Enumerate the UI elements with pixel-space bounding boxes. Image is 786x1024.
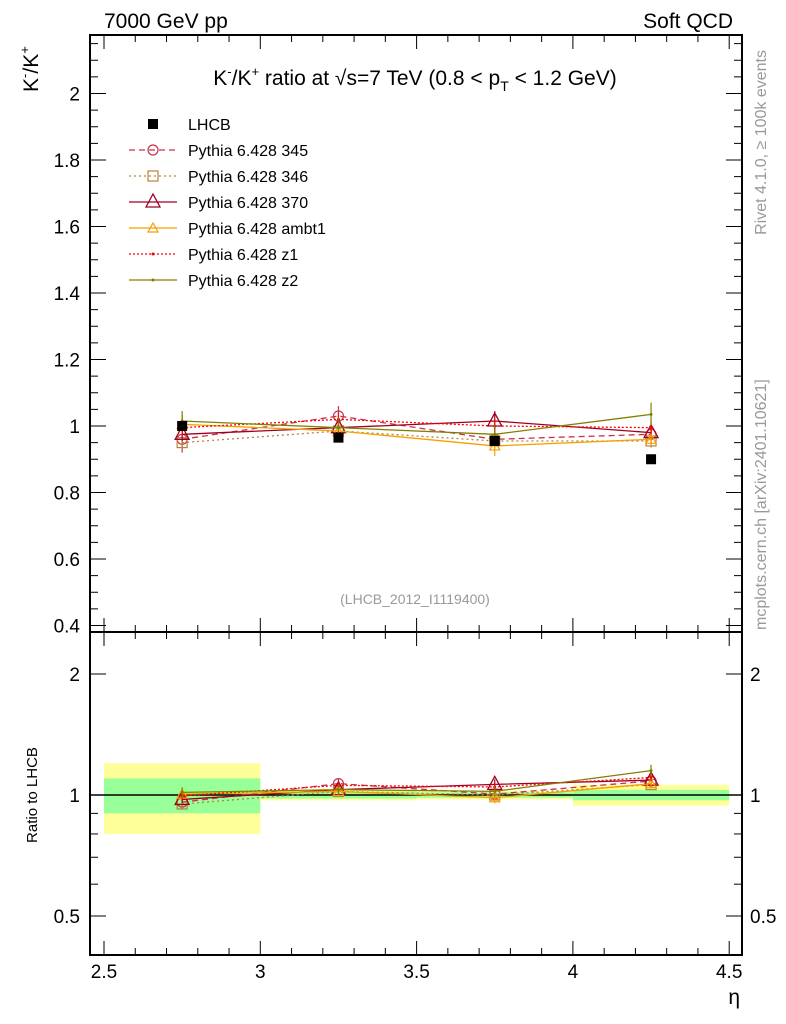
legend-item: Pythia 6.428 z1 <box>129 247 298 264</box>
legend-item: LHCB <box>148 117 231 134</box>
x-tick-label: 2.5 <box>91 962 117 983</box>
lhcb-data-point <box>177 421 188 431</box>
data-point <box>174 424 191 440</box>
y-tick-label: 1.4 <box>54 284 81 305</box>
ratio-tick-label-right: 2 <box>750 665 761 686</box>
y-axis-label: K-/K+ <box>17 46 43 92</box>
series-0 <box>176 406 657 810</box>
data-point <box>649 426 653 430</box>
y-tick-label: 1.8 <box>54 151 80 172</box>
x-tick-label: 4 <box>568 962 579 983</box>
x-axis-label: η <box>728 986 740 1009</box>
x-tick-label: 3 <box>255 962 266 983</box>
legend-item: Pythia 6.428 346 <box>129 169 308 186</box>
rivet-label: Rivet 4.1.0, ≥ 100k events <box>753 50 770 235</box>
x-tick-label: 3.5 <box>403 962 429 983</box>
y-tick-label: 0.8 <box>54 484 80 505</box>
y-tick-label: 1.6 <box>54 218 80 239</box>
ratio-series-line <box>182 780 652 803</box>
ratio-data-point <box>488 791 501 803</box>
y-tick-label: 0.6 <box>54 550 80 571</box>
header-left: 7000 GeV pp <box>104 10 228 33</box>
ratio-tick-label-right: 0.5 <box>750 907 776 928</box>
ratio-data-point <box>180 790 184 794</box>
legend-label: Pythia 6.428 345 <box>188 143 308 160</box>
series-line <box>182 430 652 444</box>
ratio-data-point <box>649 769 653 773</box>
lhcb-data-point <box>489 435 500 446</box>
legend-marker <box>151 278 155 282</box>
legend-item: Pythia 6.428 345 <box>129 143 308 160</box>
ratio-series-line <box>182 783 652 799</box>
x-tick-label: 4.5 <box>716 962 742 983</box>
series-line <box>182 413 652 435</box>
ratio-data-point <box>332 785 345 797</box>
lhcb-data-point <box>646 454 657 465</box>
ratio-series-line <box>182 783 652 805</box>
y-tick-label: 1.2 <box>54 351 80 372</box>
legend-marker <box>146 221 160 233</box>
ratio-data-point <box>493 789 497 793</box>
ratio-data-point <box>336 788 340 792</box>
legend-label: Pythia 6.428 z2 <box>188 273 298 290</box>
ratio-data-point <box>645 777 658 789</box>
series-line <box>182 420 652 435</box>
series-2 <box>174 411 660 806</box>
data-point <box>493 432 497 436</box>
legend-marker <box>144 192 162 208</box>
legend-label: Pythia 6.428 370 <box>188 195 308 212</box>
legend-item: Pythia 6.428 370 <box>129 192 308 212</box>
legend-item: Pythia 6.428 z2 <box>129 273 298 290</box>
legend-marker <box>147 144 159 156</box>
series-1 <box>176 424 657 810</box>
header-right: Soft QCD <box>643 10 733 33</box>
analysis-id: (LHCB_2012_I1119400) <box>340 591 490 607</box>
y-tick-label: 1 <box>69 417 80 438</box>
chart-title: K-/K+ ratio at √s=7 TeV (0.8 < pT < 1.2 … <box>213 64 616 94</box>
legend-label: Pythia 6.428 346 <box>188 169 308 186</box>
ratio-y-axis-label: Ratio to LHCB <box>24 747 41 843</box>
ratio-data-point <box>649 775 653 779</box>
ratio-tick-label-right: 1 <box>750 786 761 807</box>
series-line <box>182 415 652 440</box>
legend-marker <box>151 252 155 256</box>
legend-item: Pythia 6.428 ambt1 <box>129 221 326 238</box>
series-line <box>182 423 652 447</box>
data-point <box>649 412 653 416</box>
ratio-series-line <box>182 769 652 794</box>
series-3 <box>176 414 658 804</box>
y-tick-label: 0.4 <box>54 617 81 638</box>
ratio-tick-label: 1 <box>69 786 80 807</box>
legend-label: Pythia 6.428 ambt1 <box>188 221 326 238</box>
legend-label: LHCB <box>188 117 231 134</box>
legend-marker <box>148 119 158 129</box>
lhcb-data-point <box>333 432 344 443</box>
y-tick-label: 2 <box>69 85 80 106</box>
legend-label: Pythia 6.428 z1 <box>188 247 298 264</box>
data-point <box>645 433 658 444</box>
ratio-tick-label: 0.5 <box>54 907 80 928</box>
ratio-tick-label: 2 <box>69 665 80 686</box>
ratio-frame <box>89 631 743 956</box>
mcplots-label: mcplots.cern.ch [arXiv:2401.10621] <box>753 379 770 630</box>
data-point <box>336 426 340 430</box>
legend-marker <box>147 170 159 182</box>
ratio-series-line <box>182 779 652 801</box>
